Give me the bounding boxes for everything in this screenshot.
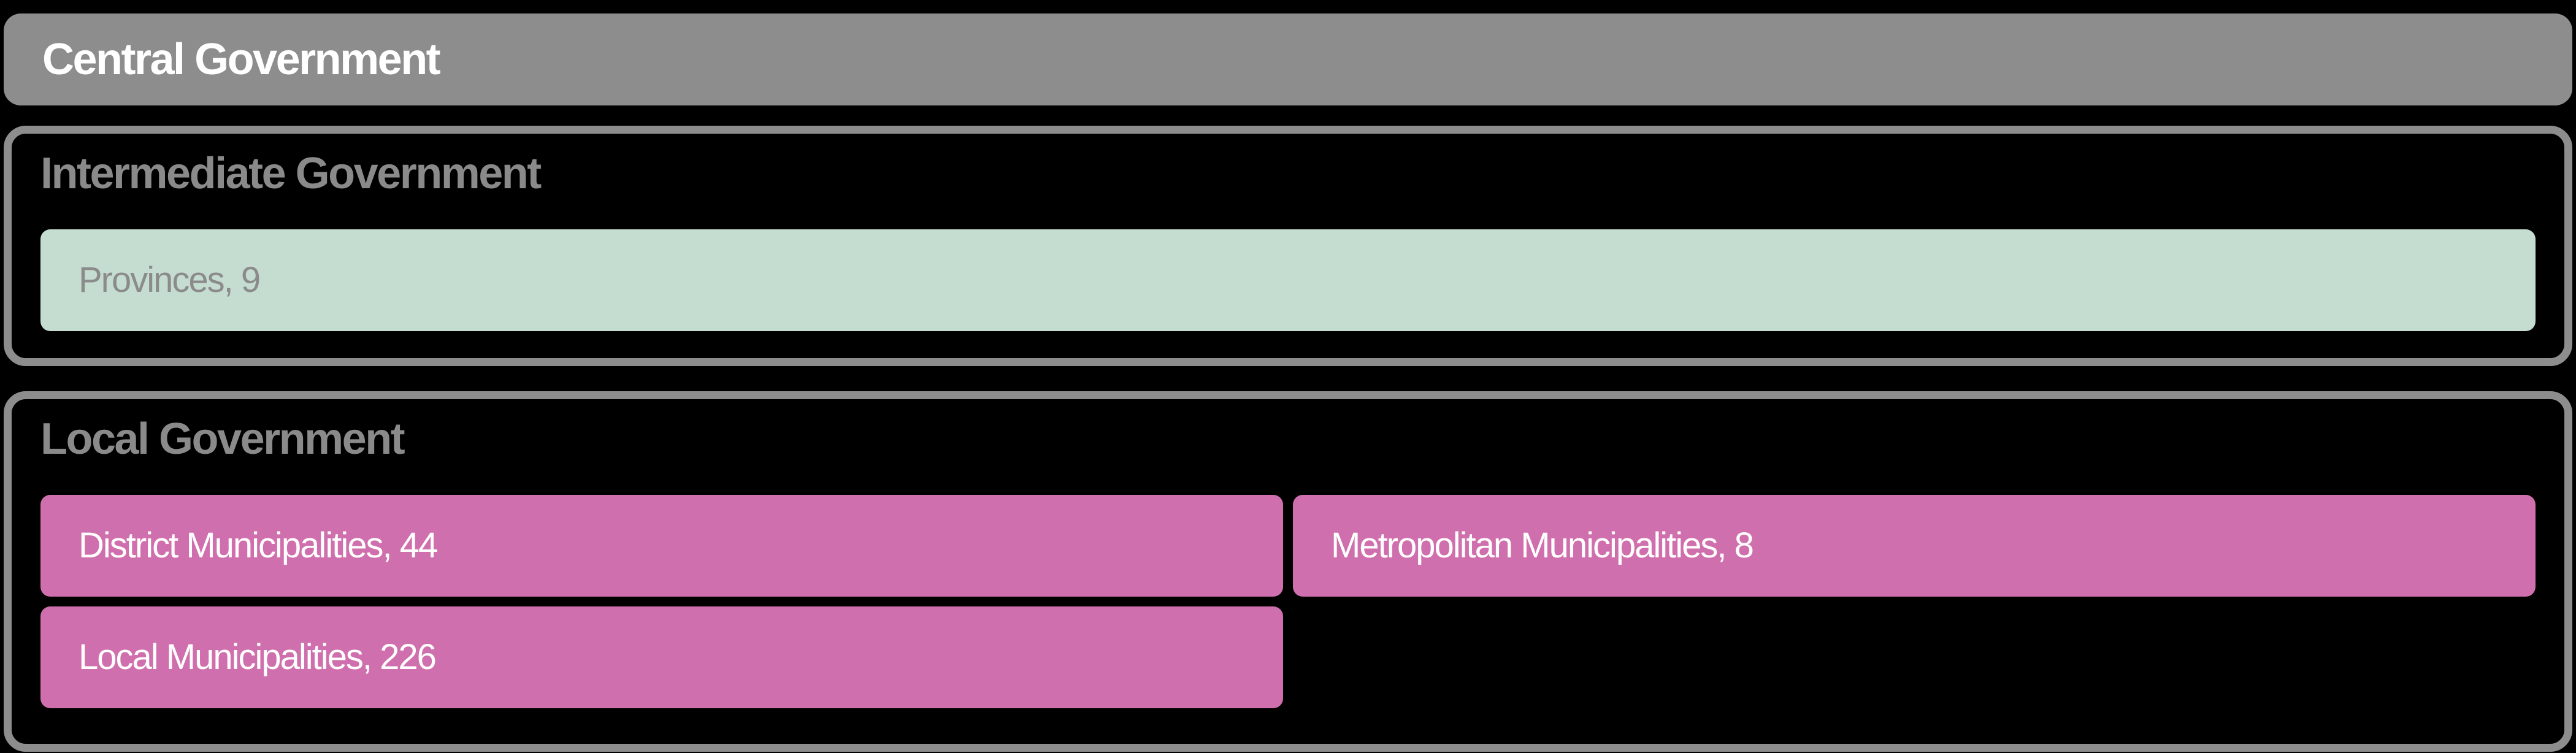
metropolitan-municipalities-bar: Metropolitan Municipalities, 8 bbox=[1293, 495, 2536, 597]
local-government-section: Local Government District Municipalities… bbox=[4, 391, 2572, 752]
local-government-heading: Local Government bbox=[40, 415, 405, 464]
metropolitan-municipalities-label: Metropolitan Municipalities, 8 bbox=[1331, 526, 1754, 565]
local-government-bar-grid: District Municipalities, 44 Metropolitan… bbox=[40, 495, 2536, 708]
intermediate-government-section: Intermediate Government Provinces, 9 bbox=[4, 126, 2572, 366]
central-government-bar: Central Government bbox=[4, 13, 2572, 105]
provinces-label: Provinces, 9 bbox=[79, 260, 261, 300]
district-municipalities-label: District Municipalities, 44 bbox=[79, 526, 438, 565]
intermediate-government-heading: Intermediate Government bbox=[40, 149, 542, 198]
central-government-label: Central Government bbox=[42, 35, 441, 84]
local-municipalities-label: Local Municipalities, 226 bbox=[79, 637, 437, 677]
district-municipalities-bar: District Municipalities, 44 bbox=[40, 495, 1283, 597]
local-municipalities-bar: Local Municipalities, 226 bbox=[40, 606, 1283, 708]
provinces-bar: Provinces, 9 bbox=[40, 229, 2536, 331]
